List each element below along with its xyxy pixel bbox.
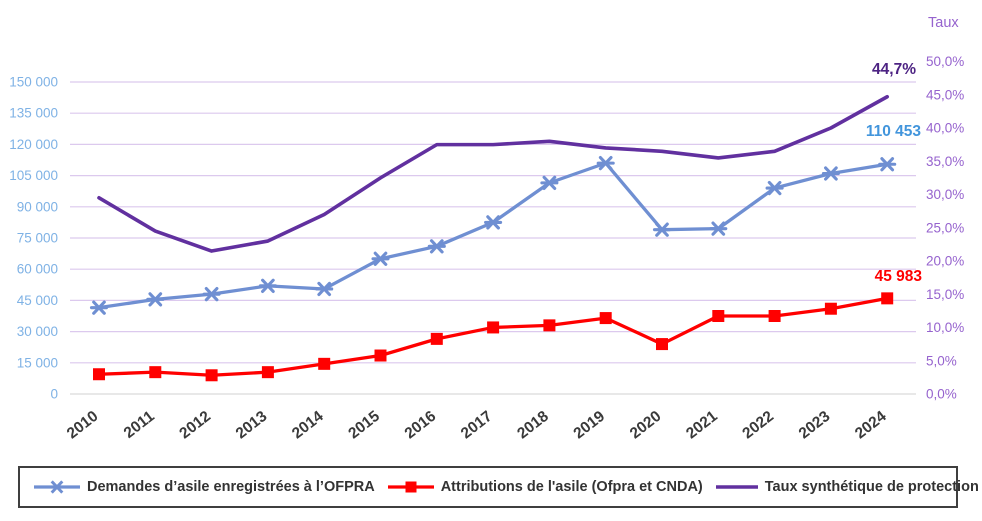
- legend-label-taux: Taux synthétique de protection: [764, 479, 979, 495]
- svg-text:15 000: 15 000: [17, 355, 58, 370]
- legend-marker-taux-icon: [715, 485, 758, 489]
- legend: Demandes d’asile enregistrées à l’OFPRA …: [18, 466, 979, 508]
- svg-text:2024: 2024: [852, 408, 890, 443]
- svg-text:30,0%: 30,0%: [926, 187, 964, 202]
- svg-text:135 000: 135 000: [9, 106, 58, 121]
- series-demandes: [89, 155, 897, 315]
- x-axis-labels: 2010 2011 2012 2013 2014 2015 2016 2017 2018 2019…: [64, 408, 890, 443]
- svg-text:2015: 2015: [345, 408, 383, 443]
- svg-text:2017: 2017: [458, 408, 496, 443]
- right-axis-title: Taux: [928, 15, 959, 31]
- svg-text:2014: 2014: [289, 408, 327, 443]
- svg-text:75 000: 75 000: [17, 231, 58, 246]
- left-axis-labels: 0 15 000 30 000 45 000 60 000 75 000 90 000 105…: [9, 75, 58, 402]
- svg-text:2013: 2013: [233, 408, 271, 443]
- svg-text:2020: 2020: [627, 408, 665, 443]
- right-axis-labels: 0,0% 5,0% 10,0% 15,0% 20,0% 25,0% 30,0% 35,0% 40…: [926, 54, 964, 402]
- legend-marker-attributions-icon: [387, 481, 434, 493]
- svg-text:40,0%: 40,0%: [926, 121, 964, 136]
- svg-text:30 000: 30 000: [17, 324, 58, 339]
- svg-text:2022: 2022: [739, 408, 777, 443]
- svg-text:2011: 2011: [121, 408, 158, 442]
- svg-text:105 000: 105 000: [9, 168, 58, 183]
- svg-text:0: 0: [50, 387, 58, 402]
- svg-text:0,0%: 0,0%: [926, 387, 957, 402]
- svg-text:20,0%: 20,0%: [926, 254, 964, 269]
- svg-text:150 000: 150 000: [9, 75, 58, 90]
- gridlines: [70, 81, 916, 395]
- svg-text:2016: 2016: [402, 408, 440, 443]
- legend-marker-demandes-icon: [34, 480, 80, 494]
- svg-text:2018: 2018: [514, 408, 552, 443]
- svg-text:2023: 2023: [796, 408, 834, 443]
- svg-text:5,0%: 5,0%: [926, 353, 957, 368]
- svg-text:45 000: 45 000: [17, 293, 58, 308]
- svg-text:2019: 2019: [571, 408, 609, 443]
- svg-text:15,0%: 15,0%: [926, 287, 964, 302]
- series-taux: [97, 94, 890, 253]
- svg-text:90 000: 90 000: [17, 199, 58, 214]
- svg-text:2010: 2010: [64, 408, 102, 443]
- series-attributions: [93, 292, 894, 382]
- legend-label-demandes: Demandes d’asile enregistrées à l’OFPRA: [87, 479, 375, 495]
- svg-text:35,0%: 35,0%: [926, 154, 964, 169]
- legend-item-demandes: Demandes d’asile enregistrées à l’OFPRA: [33, 479, 375, 495]
- legend-label-attributions: Attributions de l'asile (Ofpra et CNDA): [440, 479, 703, 495]
- svg-text:2021: 2021: [683, 408, 721, 443]
- legend-item-attributions: Attributions de l'asile (Ofpra et CNDA): [387, 479, 703, 495]
- annotation-demandes-2024: 110 453: [865, 123, 921, 140]
- annotation-taux-2024: 44,7%: [872, 61, 916, 78]
- legend-item-taux: Taux synthétique de protection: [715, 479, 979, 495]
- svg-text:120 000: 120 000: [9, 137, 58, 152]
- svg-text:10,0%: 10,0%: [926, 320, 964, 335]
- annotation-attributions-2024: 45 983: [874, 268, 922, 285]
- svg-text:25,0%: 25,0%: [926, 220, 964, 235]
- svg-text:60 000: 60 000: [17, 262, 58, 277]
- svg-text:50,0%: 50,0%: [926, 54, 964, 69]
- svg-text:45,0%: 45,0%: [926, 87, 964, 102]
- svg-text:2012: 2012: [176, 408, 214, 443]
